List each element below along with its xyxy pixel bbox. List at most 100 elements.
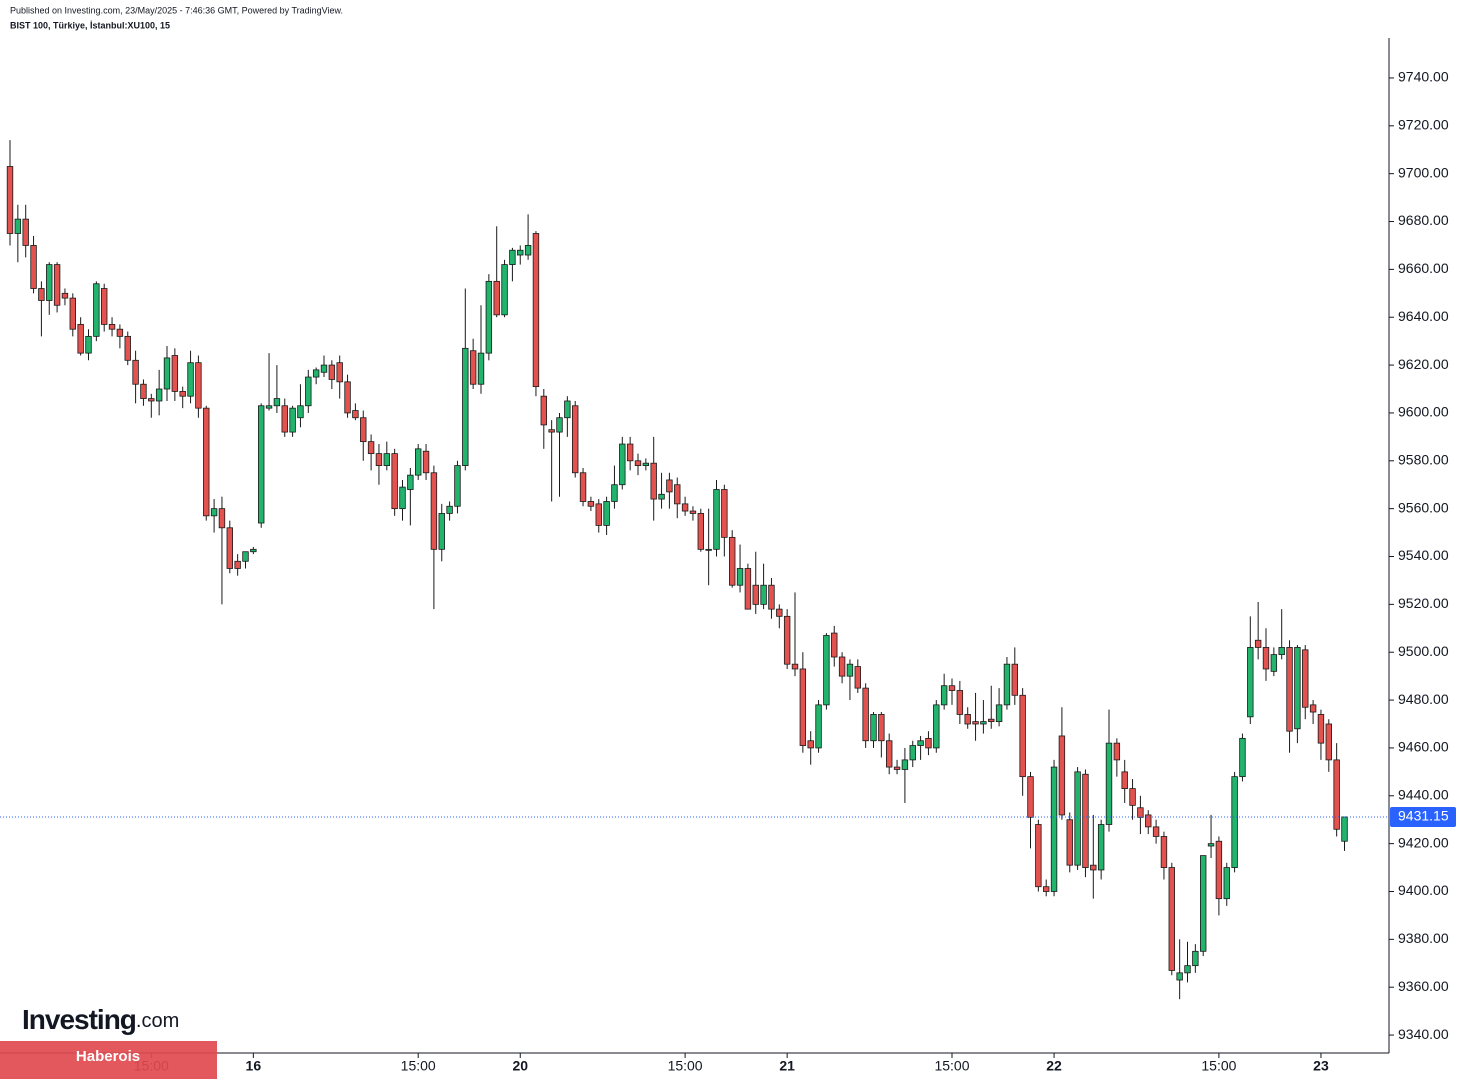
- candle-body: [218, 508, 226, 529]
- candle-body: [783, 615, 791, 665]
- candle-body: [532, 233, 540, 388]
- candle-body: [312, 369, 320, 378]
- candle-body: [336, 362, 343, 383]
- candle-body: [1333, 759, 1340, 830]
- y-tick-label: 9360.00: [1398, 978, 1449, 994]
- candle-body: [572, 405, 579, 474]
- x-tick-label: 16: [246, 1058, 262, 1074]
- candle-body: [14, 218, 22, 234]
- candle-body: [1317, 714, 1325, 744]
- candle-body: [203, 407, 210, 517]
- candle-body: [791, 663, 799, 670]
- candle-body: [69, 297, 76, 330]
- candle-body: [93, 283, 100, 337]
- candle-body: [187, 362, 194, 397]
- candle-body: [328, 364, 336, 380]
- candle-body: [587, 501, 595, 507]
- y-tick-label: 9540.00: [1398, 547, 1449, 563]
- x-tick-label: 15:00: [934, 1058, 969, 1074]
- candle-body: [1035, 824, 1042, 888]
- candle-body: [22, 218, 29, 246]
- candle-body: [469, 350, 477, 385]
- candle-body: [163, 357, 171, 390]
- candle-body: [925, 737, 932, 749]
- candle-body: [250, 548, 257, 553]
- candle-body: [807, 740, 814, 749]
- candle-body: [132, 359, 139, 385]
- candle-body: [179, 391, 186, 397]
- candle-body: [556, 417, 563, 433]
- candle-body: [1152, 826, 1160, 837]
- candle-body: [1129, 788, 1136, 806]
- candle-body: [61, 292, 69, 299]
- candle-body: [878, 714, 885, 742]
- candle-body: [1278, 647, 1285, 656]
- candle-body: [30, 245, 37, 289]
- candle-body: [744, 568, 752, 610]
- candle-body: [823, 635, 830, 706]
- x-tick-label: 15:00: [1201, 1058, 1236, 1074]
- y-tick-label: 9580.00: [1398, 452, 1449, 468]
- candle-body: [477, 352, 485, 385]
- candle-body: [1160, 836, 1168, 868]
- candle-body: [548, 429, 555, 433]
- candle-body: [980, 721, 987, 725]
- candle-body: [995, 704, 1003, 723]
- candle-body: [972, 721, 979, 725]
- candle-body: [344, 381, 351, 414]
- candle-body: [1184, 965, 1191, 974]
- candle-body: [1309, 704, 1317, 713]
- y-tick-label: 9460.00: [1398, 739, 1449, 755]
- candle-body: [1223, 867, 1230, 900]
- candle-body: [799, 668, 807, 746]
- candle-body: [658, 493, 665, 500]
- y-tick-label: 9440.00: [1398, 786, 1449, 802]
- candle-body: [1019, 694, 1026, 778]
- candle-body: [917, 740, 924, 746]
- candle-body: [933, 704, 940, 749]
- candle-body: [1168, 867, 1175, 971]
- candle-body: [831, 632, 838, 658]
- y-tick-label: 9500.00: [1398, 643, 1449, 659]
- candle-body: [1286, 647, 1293, 732]
- candle-body: [1082, 773, 1089, 868]
- candle-body: [234, 560, 241, 569]
- candle-body: [1215, 840, 1223, 900]
- candle-body: [1121, 771, 1128, 790]
- candle-body: [988, 718, 995, 723]
- candle-body: [619, 443, 626, 486]
- candle-body: [838, 656, 846, 677]
- candle-body: [446, 505, 453, 514]
- y-tick-label: 9480.00: [1398, 691, 1449, 707]
- candle-body: [108, 324, 116, 330]
- candle-body: [1231, 776, 1238, 868]
- candle-body: [352, 410, 359, 419]
- logo-name: Investing: [22, 1004, 136, 1035]
- candle-body: [438, 513, 445, 550]
- candle-body: [77, 324, 84, 354]
- candle-body: [399, 486, 406, 510]
- y-tick-label: 9720.00: [1398, 117, 1449, 133]
- candle-body: [281, 405, 288, 433]
- candle-body: [564, 400, 571, 419]
- candle-body: [736, 568, 744, 586]
- candle-body: [1192, 950, 1199, 967]
- y-tick-label: 9400.00: [1398, 882, 1449, 898]
- chart-subtitle: Published on Investing.com, 23/May/2025 …: [10, 5, 343, 15]
- candle-body: [1207, 843, 1215, 847]
- banner: [0, 1041, 217, 1079]
- candle-body: [768, 584, 775, 610]
- candle-body: [760, 584, 767, 605]
- candle-body: [210, 508, 218, 517]
- candle-body: [1011, 663, 1018, 696]
- candle-body: [265, 405, 273, 409]
- candle-body: [846, 663, 854, 677]
- candle-body: [540, 395, 547, 426]
- y-tick-label: 9340.00: [1398, 1026, 1449, 1042]
- candle-body: [171, 355, 179, 392]
- candle-body: [752, 584, 759, 605]
- candle-body: [524, 245, 532, 256]
- candle-body: [485, 280, 493, 354]
- candle-body: [729, 536, 736, 586]
